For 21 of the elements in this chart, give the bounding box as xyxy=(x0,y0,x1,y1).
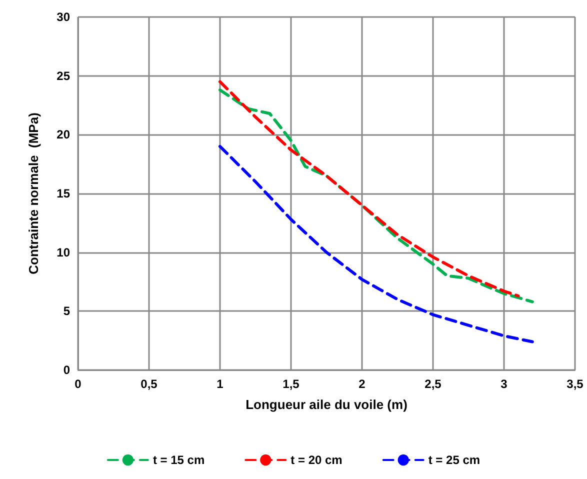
x-tick-label: 1 xyxy=(216,377,224,391)
x-tick-label: 3,5 xyxy=(566,377,584,391)
legend-label: t = 15 cm xyxy=(152,453,205,467)
x-axis-title: Longueur aile du voile (m) xyxy=(246,397,408,412)
x-tick-label: 2 xyxy=(358,377,366,391)
line-series xyxy=(218,144,534,344)
y-tick-label: 0 xyxy=(63,363,70,377)
y-tick-label: 30 xyxy=(56,10,70,24)
y-tick-label: 25 xyxy=(56,68,70,83)
x-tick-label: 2,5 xyxy=(424,377,442,391)
legend-label: t = 20 cm xyxy=(290,453,342,467)
x-tick-label: 3 xyxy=(500,377,508,391)
y-tick-label: 10 xyxy=(56,245,70,260)
x-tick-label: 0 xyxy=(74,377,82,391)
x-tick-label: 1,5 xyxy=(282,377,300,391)
y-axis-title: Contrainte normale (MPa) xyxy=(26,112,41,274)
y-tick-label: 20 xyxy=(56,128,70,142)
y-tick-label: 15 xyxy=(56,186,70,200)
y-tick-label: 5 xyxy=(63,304,70,318)
x-tick-label: 0,5 xyxy=(140,377,158,391)
legend-label: t = 25 cm xyxy=(428,453,480,467)
